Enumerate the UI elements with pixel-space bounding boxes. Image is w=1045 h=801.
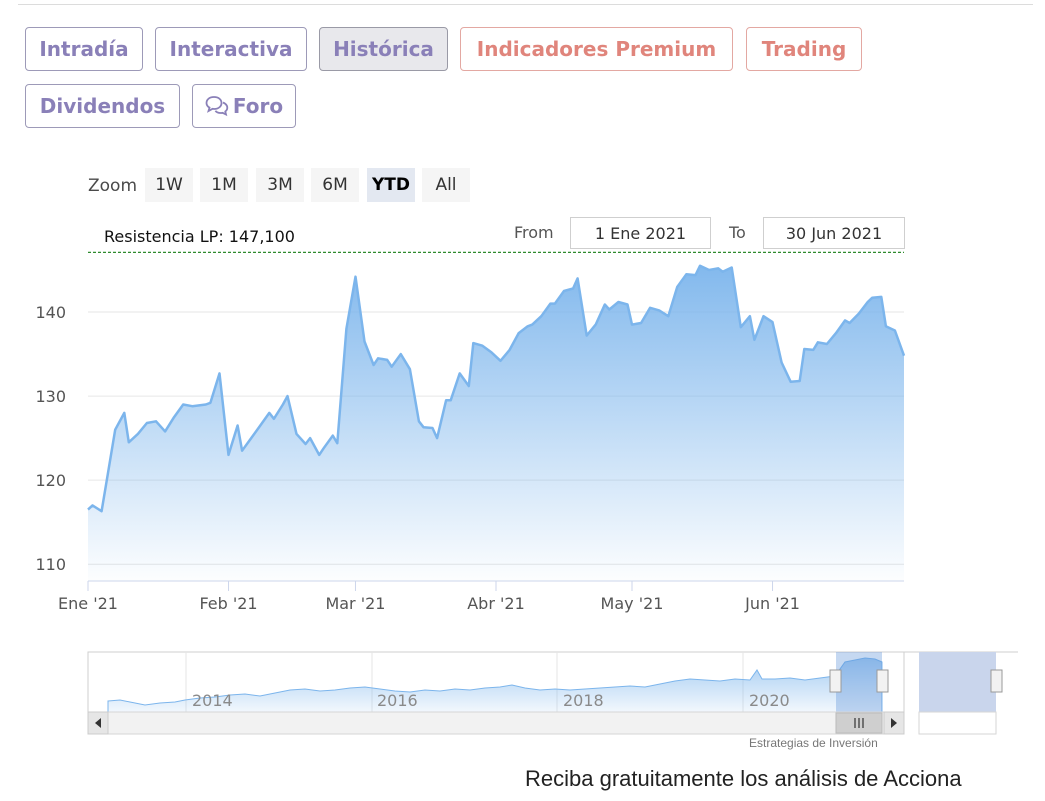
x-tick-label: Abr '21 [467, 594, 525, 613]
zoom-3m-button[interactable]: 3M [256, 168, 304, 202]
zoom-ytd-button[interactable]: YTD [367, 168, 415, 202]
series-line [87, 264, 906, 513]
tab-historica[interactable]: Histórica [319, 27, 448, 71]
zoom-6m-button[interactable]: 6M [311, 168, 359, 202]
chart-credits[interactable]: Estrategias de Inversión [749, 736, 878, 750]
arrow-right-icon [891, 718, 897, 728]
range-from-input[interactable]: 1 Ene 2021 [570, 217, 711, 249]
navigator-scrollbar-track[interactable] [87, 711, 905, 735]
tab-intradia[interactable]: Intradía [25, 27, 143, 71]
x-tick-label: Ene '21 [58, 594, 118, 613]
grip-icon [854, 718, 864, 728]
footer-cta: Reciba gratuitamente los análisis de Acc… [525, 766, 962, 791]
arrow-left-icon [95, 718, 101, 728]
navigator-overflow-handle [990, 669, 1003, 693]
navigator-overflow-selection [919, 652, 996, 712]
tab-foro[interactable]: Foro [192, 84, 296, 128]
tab-dividendos[interactable]: Dividendos [25, 84, 180, 128]
chat-bubbles-icon [205, 95, 229, 117]
tab-interactiva[interactable]: Interactiva [155, 27, 307, 71]
resistance-label: Resistencia LP: 147,100 [104, 227, 295, 246]
navigator-handle-right[interactable] [876, 669, 889, 693]
range-to-input[interactable]: 30 Jun 2021 [763, 217, 905, 249]
top-divider [18, 4, 1033, 5]
navigator-series [107, 657, 883, 713]
y-tick-label: 130 [35, 387, 66, 406]
series-area [88, 265, 904, 581]
y-tick-label: 110 [35, 555, 66, 574]
range-to-label: To [729, 223, 746, 242]
x-tick-label: Feb '21 [199, 594, 257, 613]
range-from-label: From [514, 223, 554, 242]
tab-foro-label: Foro [232, 94, 284, 118]
navigator-overflow-track [918, 711, 997, 735]
tab-indicadores-premium[interactable]: Indicadores Premium [460, 27, 733, 71]
y-tick-label: 120 [35, 471, 66, 490]
navigator-year-label: 2018 [563, 691, 604, 710]
navigator-selection[interactable] [836, 652, 882, 712]
tab-trading[interactable]: Trading [746, 27, 862, 71]
navigator-year-label: 2016 [377, 691, 418, 710]
x-tick-label: May '21 [601, 594, 664, 613]
zoom-all-button[interactable]: All [422, 168, 470, 202]
zoom-1w-button[interactable]: 1W [145, 168, 193, 202]
y-tick-label: 140 [35, 303, 66, 322]
navigator-handle-left[interactable] [829, 669, 842, 693]
x-tick-label: Jun '21 [744, 594, 800, 613]
zoom-label: Zoom [88, 176, 138, 196]
zoom-1m-button[interactable]: 1M [200, 168, 248, 202]
x-tick-label: Mar '21 [325, 594, 385, 613]
navigator-year-label: 2020 [749, 691, 790, 710]
navigator-year-label: 2014 [192, 691, 233, 710]
